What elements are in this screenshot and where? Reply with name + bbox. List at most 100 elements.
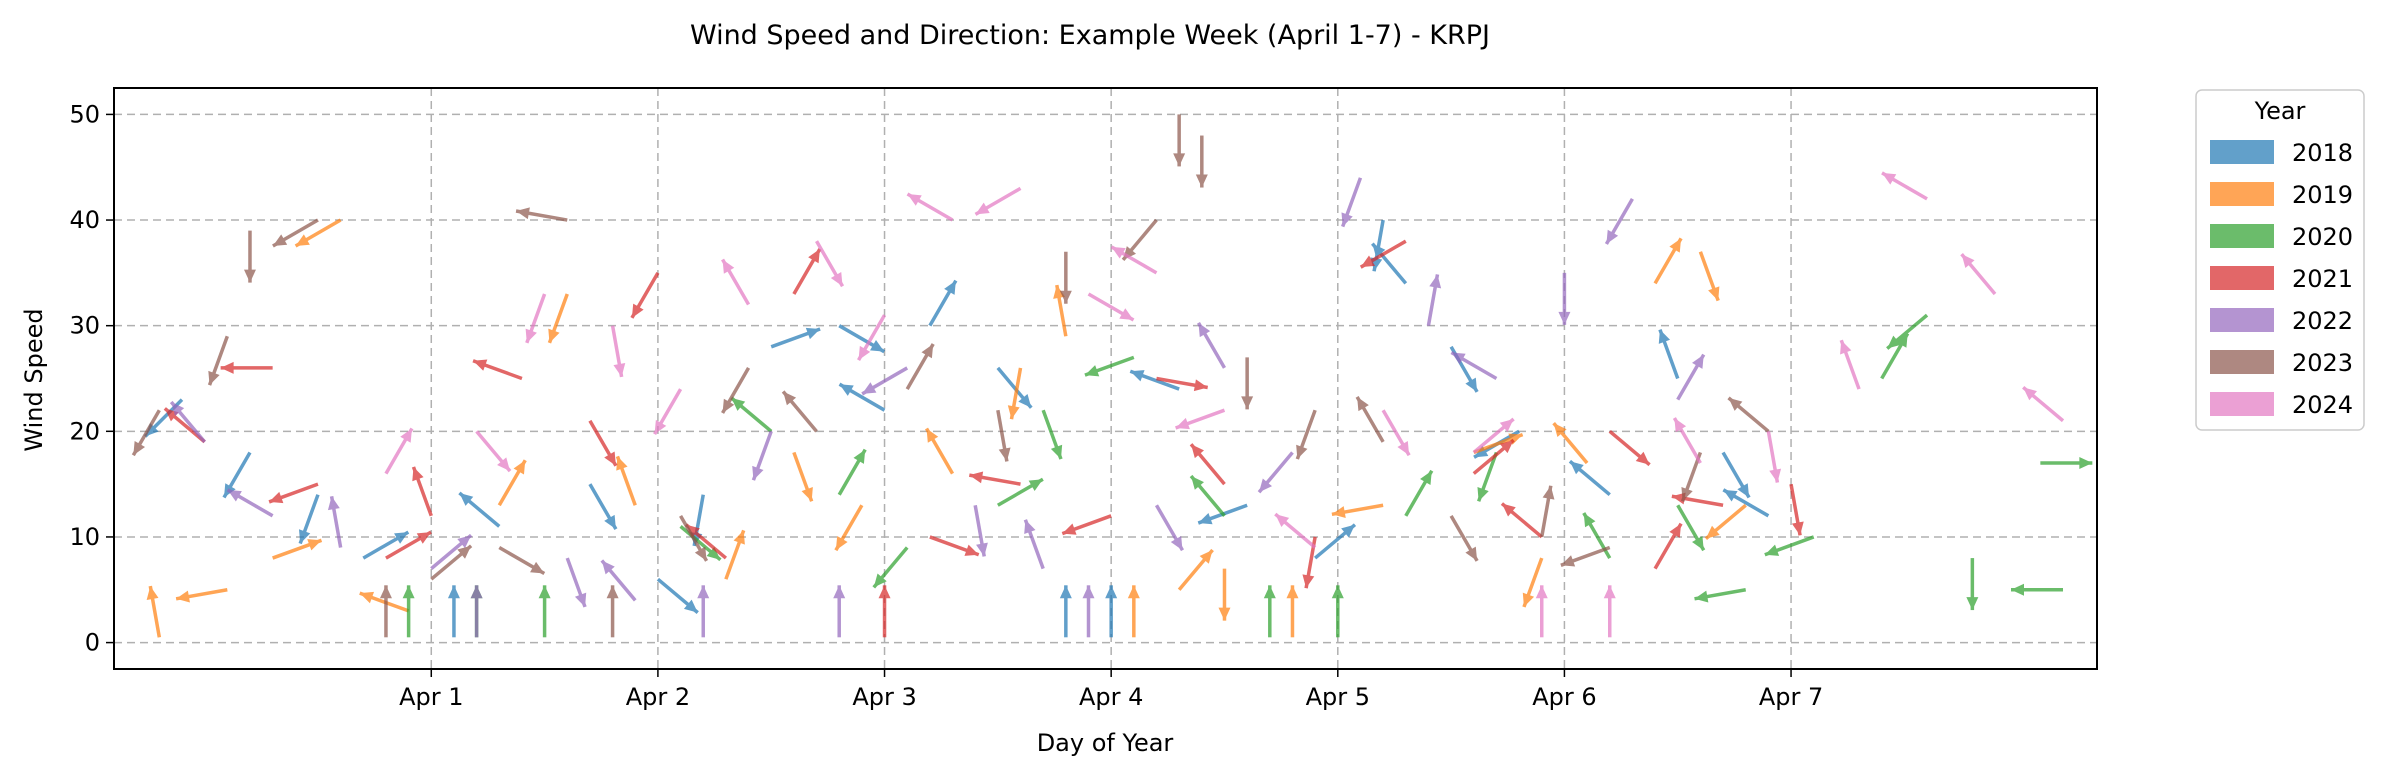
wind-arrow (1694, 588, 1747, 603)
legend-swatch-2023 (2210, 350, 2274, 374)
wind-arrow (1381, 409, 1411, 457)
wind-arrow (838, 324, 886, 354)
wind-arrow (770, 327, 821, 349)
wind-arrow (1473, 433, 1524, 455)
wind-arrow (498, 546, 546, 576)
y-tick-label: 30 (69, 312, 100, 340)
y-tick-label: 50 (69, 100, 100, 128)
wind-arrow (272, 218, 319, 248)
wind-arrow (1603, 585, 1616, 638)
wind-arrow (1404, 469, 1434, 517)
wind-arrow (1082, 585, 1095, 638)
wind-arrow (1472, 417, 1515, 454)
legend-label-2021: 2021 (2292, 265, 2353, 293)
wind-arrow (298, 494, 320, 545)
wind-arrow (1257, 451, 1294, 494)
wind-arrow (1676, 353, 1706, 401)
wind-arrow (1041, 409, 1063, 460)
wind-arrow (792, 248, 822, 295)
wind-arrow (1676, 504, 1706, 552)
wind-arrow (588, 483, 618, 531)
wind-arrow (565, 557, 587, 608)
wind-arrow (2011, 583, 2064, 596)
wind-arrow (834, 504, 864, 552)
wind-arrow (630, 271, 660, 319)
wind-arrow (1314, 523, 1357, 560)
wind-arrow (906, 192, 954, 222)
wind-arrow (1522, 557, 1544, 608)
x-tick-label: Apr 5 (1306, 683, 1370, 711)
wind-arrow (1886, 313, 1929, 350)
wind-arrow (1084, 355, 1135, 377)
wind-arrow (1449, 514, 1479, 562)
x-tick-label: Apr 4 (1079, 683, 1143, 711)
wind-arrow (1007, 367, 1023, 420)
wind-arrow (1087, 292, 1135, 322)
wind-arrow (1129, 369, 1180, 391)
series-2018 (143, 219, 1770, 638)
wind-arrow (1766, 431, 1782, 483)
wind-arrow (1960, 253, 1997, 296)
wind-arrow (1154, 504, 1185, 552)
wind-arrow (1658, 329, 1680, 380)
wind-arrow (653, 388, 683, 435)
wind-arrow (1331, 585, 1344, 638)
series-2020 (402, 313, 2093, 638)
x-tick-label: Apr 3 (852, 683, 916, 711)
legend-label-2022: 2022 (2292, 307, 2353, 335)
wind-arrow (497, 459, 527, 507)
legend-swatch-2024 (2210, 392, 2274, 416)
wind-arrow (1789, 483, 1804, 536)
wind-arrow (1121, 218, 1158, 262)
series-2023 (131, 114, 1770, 638)
wind-arrow (606, 585, 619, 638)
wind-arrow (1608, 429, 1651, 467)
wind-arrow (724, 529, 746, 580)
wind-arrow (359, 591, 410, 613)
wind-arrow (385, 530, 432, 560)
wind-arrow (1341, 177, 1363, 228)
wind-arrow (1560, 545, 1611, 567)
wind-arrow (838, 382, 886, 412)
wind-arrow (169, 400, 206, 444)
wind-arrow (1127, 585, 1140, 638)
y-tick-label: 10 (69, 523, 100, 551)
wind-arrow (974, 186, 1022, 216)
wind-arrow (1966, 558, 1979, 611)
x-tick-label: Apr 7 (1759, 683, 1823, 711)
wind-arrow (1552, 422, 1589, 465)
wind-arrow (1059, 251, 1072, 304)
plot-frame (113, 87, 2098, 670)
wind-arrow (1059, 585, 1072, 638)
legend-swatch-2019 (2210, 182, 2274, 206)
wind-arrow (1189, 443, 1226, 486)
wind-arrow (1105, 585, 1118, 638)
wind-arrow (458, 491, 501, 528)
wind-arrow (220, 361, 273, 374)
legend-swatch-2018 (2210, 140, 2274, 164)
wind-arrow (362, 530, 410, 560)
wind-arrow (1175, 408, 1226, 430)
x-axis-label: Day of Year (1037, 729, 1174, 757)
series-2021 (163, 239, 1804, 638)
legend-label-2020: 2020 (2292, 223, 2353, 251)
wind-arrow (538, 585, 551, 638)
wind-arrow (1218, 568, 1231, 621)
x-tick-label: Apr 2 (626, 683, 690, 711)
wind-arrow (996, 366, 1033, 409)
wind-arrow (684, 523, 728, 560)
wind-arrow (1839, 339, 1861, 390)
series-2022 (169, 177, 1706, 638)
wind-arrow (730, 396, 773, 433)
wind-arrow (861, 366, 909, 396)
wind-arrow (1558, 272, 1571, 325)
wind-arrow (928, 279, 958, 327)
wind-arrow (1727, 396, 1770, 433)
legend-swatch-2021 (2210, 266, 2274, 290)
wind-arrow (243, 230, 256, 283)
wind-arrow (175, 588, 228, 603)
wind-arrow (430, 533, 473, 570)
wind-arrow (781, 390, 818, 433)
wind-arrow (1653, 237, 1683, 285)
